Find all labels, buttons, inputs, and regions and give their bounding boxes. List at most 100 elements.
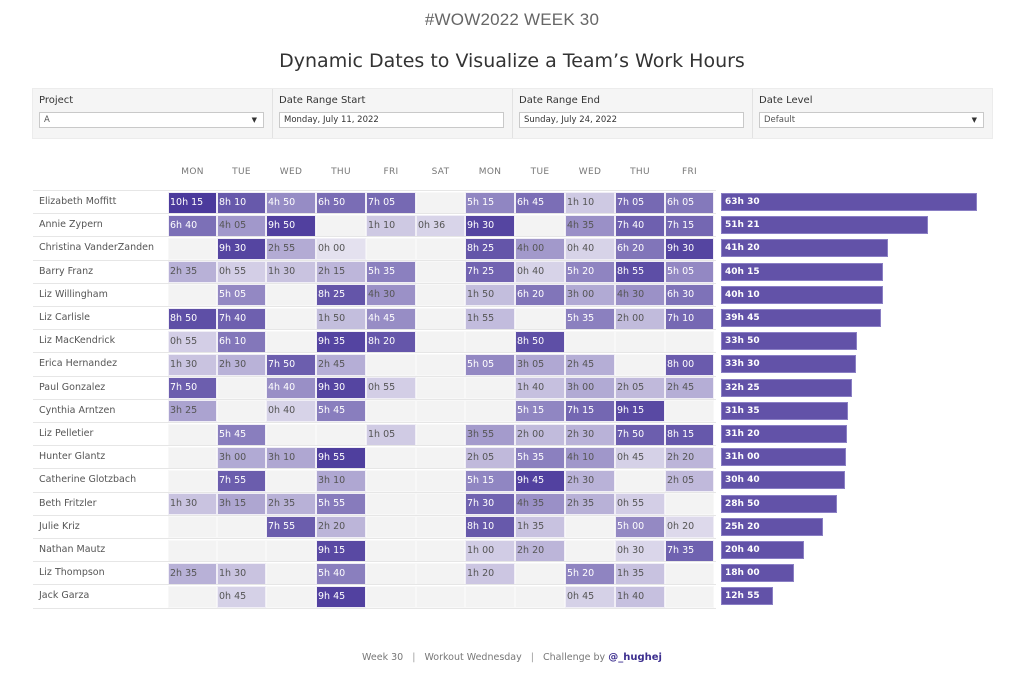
heatmap-cell[interactable] xyxy=(217,377,266,400)
heatmap-cell[interactable]: 2h 30 xyxy=(565,423,615,446)
heatmap-cell[interactable]: 3h 10 xyxy=(316,469,366,492)
heatmap-cell[interactable] xyxy=(366,469,416,492)
heatmap-cell[interactable]: 1h 30 xyxy=(168,493,217,516)
heatmap-cell[interactable] xyxy=(416,307,465,330)
heatmap-cell[interactable] xyxy=(168,516,217,539)
heatmap-cell[interactable]: 6h 30 xyxy=(665,284,714,307)
heatmap-cell[interactable]: 0h 40 xyxy=(266,400,316,423)
heatmap-cell[interactable]: 3h 25 xyxy=(168,400,217,423)
heatmap-cell[interactable]: 7h 50 xyxy=(266,353,316,376)
heatmap-cell[interactable]: 2h 05 xyxy=(665,469,714,492)
heatmap-cell[interactable] xyxy=(168,237,217,260)
heatmap-cell[interactable] xyxy=(366,493,416,516)
heatmap-cell[interactable] xyxy=(665,562,714,585)
heatmap-cell[interactable]: 2h 35 xyxy=(168,562,217,585)
heatmap-cell[interactable] xyxy=(565,539,615,562)
heatmap-cell[interactable]: 4h 45 xyxy=(366,307,416,330)
heatmap-cell[interactable]: 3h 15 xyxy=(217,493,266,516)
heatmap-cell[interactable]: 5h 20 xyxy=(565,261,615,284)
heatmap-cell[interactable]: 0h 20 xyxy=(665,516,714,539)
heatmap-cell[interactable]: 2h 35 xyxy=(565,493,615,516)
heatmap-cell[interactable]: 1h 00 xyxy=(465,539,515,562)
heatmap-cell[interactable]: 6h 50 xyxy=(316,191,366,214)
heatmap-cell[interactable]: 5h 40 xyxy=(316,562,366,585)
heatmap-cell[interactable]: 6h 40 xyxy=(168,214,217,237)
heatmap-cell[interactable] xyxy=(416,446,465,469)
author-handle-link[interactable]: @_hughej xyxy=(608,652,662,663)
heatmap-cell[interactable]: 2h 20 xyxy=(665,446,714,469)
heatmap-cell[interactable]: 1h 35 xyxy=(615,562,665,585)
heatmap-cell[interactable]: 9h 30 xyxy=(217,237,266,260)
heatmap-cell[interactable]: 5h 35 xyxy=(515,446,565,469)
heatmap-cell[interactable] xyxy=(266,423,316,446)
heatmap-cell[interactable]: 0h 40 xyxy=(515,261,565,284)
heatmap-cell[interactable]: 5h 05 xyxy=(465,353,515,376)
total-hours-bar[interactable] xyxy=(721,587,773,606)
heatmap-cell[interactable]: 9h 30 xyxy=(316,377,366,400)
heatmap-cell[interactable]: 5h 45 xyxy=(217,423,266,446)
heatmap-cell[interactable] xyxy=(366,562,416,585)
heatmap-cell[interactable]: 3h 10 xyxy=(266,446,316,469)
heatmap-cell[interactable] xyxy=(366,400,416,423)
heatmap-cell[interactable] xyxy=(316,423,366,446)
heatmap-cell[interactable]: 7h 05 xyxy=(366,191,416,214)
heatmap-cell[interactable]: 2h 35 xyxy=(168,261,217,284)
total-hours-bar[interactable] xyxy=(721,494,837,513)
total-hours-bar[interactable] xyxy=(721,332,857,351)
heatmap-cell[interactable]: 7h 15 xyxy=(665,214,714,237)
heatmap-cell[interactable] xyxy=(416,377,465,400)
heatmap-cell[interactable]: 2h 00 xyxy=(515,423,565,446)
heatmap-cell[interactable] xyxy=(416,493,465,516)
heatmap-cell[interactable] xyxy=(266,539,316,562)
heatmap-cell[interactable]: 7h 30 xyxy=(465,493,515,516)
heatmap-cell[interactable] xyxy=(416,585,465,608)
heatmap-cell[interactable]: 2h 45 xyxy=(565,353,615,376)
heatmap-cell[interactable] xyxy=(665,400,714,423)
heatmap-cell[interactable] xyxy=(665,330,714,353)
heatmap-cell[interactable]: 4h 40 xyxy=(266,377,316,400)
heatmap-cell[interactable]: 0h 55 xyxy=(168,330,217,353)
heatmap-cell[interactable] xyxy=(416,261,465,284)
heatmap-cell[interactable] xyxy=(366,585,416,608)
heatmap-cell[interactable]: 5h 15 xyxy=(465,469,515,492)
total-hours-bar[interactable] xyxy=(721,216,928,235)
heatmap-cell[interactable]: 9h 35 xyxy=(316,330,366,353)
heatmap-cell[interactable]: 5h 55 xyxy=(316,493,366,516)
total-hours-bar[interactable] xyxy=(721,378,852,397)
heatmap-cell[interactable] xyxy=(316,214,366,237)
heatmap-cell[interactable]: 2h 05 xyxy=(465,446,515,469)
heatmap-cell[interactable]: 0h 55 xyxy=(217,261,266,284)
heatmap-cell[interactable] xyxy=(615,353,665,376)
heatmap-cell[interactable]: 5h 15 xyxy=(465,191,515,214)
heatmap-cell[interactable]: 1h 50 xyxy=(465,284,515,307)
heatmap-cell[interactable]: 8h 20 xyxy=(366,330,416,353)
heatmap-cell[interactable]: 0h 45 xyxy=(565,585,615,608)
heatmap-cell[interactable] xyxy=(266,469,316,492)
heatmap-cell[interactable]: 2h 55 xyxy=(266,237,316,260)
heatmap-cell[interactable]: 9h 55 xyxy=(316,446,366,469)
heatmap-cell[interactable] xyxy=(416,469,465,492)
heatmap-cell[interactable] xyxy=(515,585,565,608)
heatmap-cell[interactable] xyxy=(615,469,665,492)
heatmap-cell[interactable]: 4h 35 xyxy=(515,493,565,516)
date-range-start-input[interactable]: Monday, July 11, 2022 xyxy=(279,112,504,128)
heatmap-cell[interactable]: 8h 10 xyxy=(465,516,515,539)
heatmap-cell[interactable]: 4h 30 xyxy=(615,284,665,307)
heatmap-cell[interactable] xyxy=(168,446,217,469)
heatmap-cell[interactable]: 8h 15 xyxy=(665,423,714,446)
heatmap-cell[interactable]: 7h 55 xyxy=(217,469,266,492)
heatmap-cell[interactable] xyxy=(217,516,266,539)
heatmap-cell[interactable]: 6h 10 xyxy=(217,330,266,353)
heatmap-cell[interactable] xyxy=(168,585,217,608)
heatmap-cell[interactable]: 7h 35 xyxy=(665,539,714,562)
heatmap-cell[interactable]: 0h 36 xyxy=(416,214,465,237)
heatmap-cell[interactable]: 4h 00 xyxy=(515,237,565,260)
heatmap-cell[interactable]: 2h 20 xyxy=(316,516,366,539)
heatmap-cell[interactable]: 2h 45 xyxy=(316,353,366,376)
total-hours-bar[interactable] xyxy=(721,517,823,536)
heatmap-cell[interactable] xyxy=(266,585,316,608)
heatmap-cell[interactable]: 9h 50 xyxy=(266,214,316,237)
heatmap-cell[interactable]: 5h 45 xyxy=(316,400,366,423)
project-dropdown[interactable]: A ▼ xyxy=(39,112,264,128)
heatmap-cell[interactable] xyxy=(416,539,465,562)
